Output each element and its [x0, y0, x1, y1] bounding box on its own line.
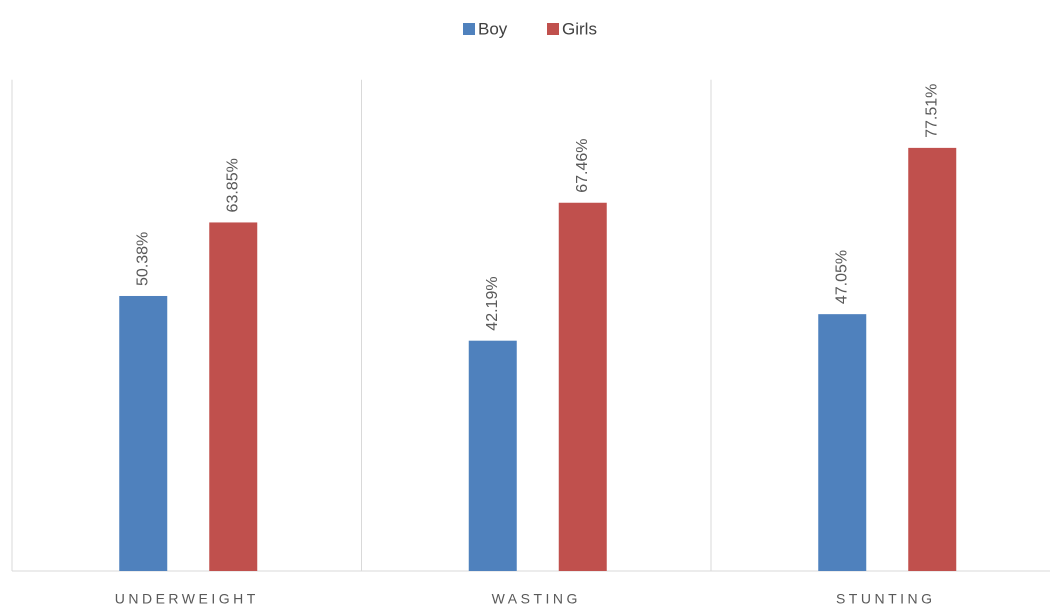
legend-swatch	[547, 23, 559, 35]
x-tick-label: STUNTING	[836, 591, 936, 606]
data-label: 47.05%	[833, 250, 850, 304]
data-label: 63.85%	[224, 158, 241, 212]
bar	[119, 295, 168, 571]
data-label: 42.19%	[484, 276, 501, 330]
bar	[558, 202, 607, 572]
legend-label: Girls	[562, 19, 597, 38]
bar	[908, 147, 957, 571]
bar	[468, 340, 517, 571]
data-label: 50.38%	[134, 232, 151, 286]
legend-swatch	[463, 23, 475, 35]
bar	[209, 222, 258, 571]
bar	[818, 314, 867, 571]
data-label: 67.46%	[574, 138, 591, 192]
x-tick-label: UNDERWEIGHT	[115, 591, 259, 606]
data-label: 77.51%	[923, 84, 940, 138]
x-tick-label: WASTING	[492, 591, 581, 606]
legend-label: Boy	[478, 19, 508, 38]
